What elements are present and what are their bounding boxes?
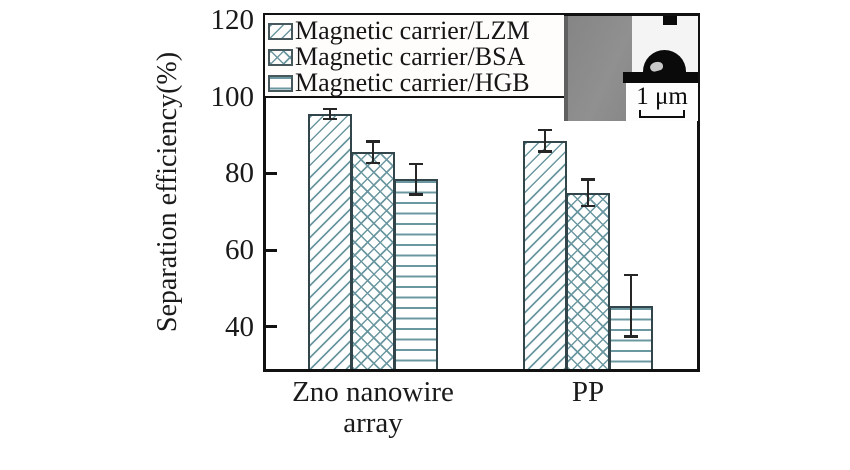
legend-item-lzm: Magnetic carrier/LZM [268, 18, 564, 44]
y-tick-mark [266, 171, 277, 175]
legend-swatch-diagonal-hatch-icon [268, 22, 293, 40]
error-bar-cap [409, 193, 423, 196]
scale-bar-box: 1 μm [626, 83, 698, 121]
y-tick-label: 40 [225, 310, 254, 343]
error-bar-cap [581, 178, 595, 181]
legend-swatch-horizontal-hatch-icon [268, 74, 293, 92]
error-bar-cap [624, 335, 638, 338]
error-bar-cap [538, 128, 552, 132]
bar-horizontal-zno [394, 179, 438, 369]
error-bar [544, 129, 546, 152]
y-tick-label: 80 [225, 157, 254, 190]
error-bar [329, 108, 331, 119]
y-tick-label: 120 [210, 3, 255, 36]
x-category-label-line: PP [571, 376, 605, 408]
y-tick-mark [266, 325, 277, 329]
y-tick-label: 100 [210, 80, 255, 113]
x-category-label-line: array [343, 407, 403, 439]
error-bar [372, 141, 374, 163]
legend-label: Magnetic carrier/HGB [295, 68, 530, 97]
error-bar-cap [323, 117, 337, 121]
bar-cross-pp [566, 192, 610, 369]
contact-angle-photo [623, 16, 698, 83]
error-bar [630, 274, 632, 337]
bar-cross-zno [351, 152, 395, 369]
bar-diagonal-pp [523, 140, 567, 369]
error-bar-cap [581, 204, 595, 208]
legend: Magnetic carrier/LZM Magnetic carrier/BS… [263, 13, 566, 98]
legend-item-hgb: Magnetic carrier/HGB [268, 70, 564, 96]
legend-label: Magnetic carrier/BSA [295, 42, 526, 71]
bar-diagonal-zno [308, 113, 352, 369]
error-bar-cap [323, 107, 337, 111]
x-category-label: Zno nanowire array [292, 377, 454, 439]
error-bar-cap [624, 273, 638, 277]
substrate-bar-icon [623, 72, 698, 83]
legend-item-bsa: Magnetic carrier/BSA [268, 44, 564, 70]
error-bar [415, 163, 417, 195]
sem-micrograph-inset: 1 μm [564, 16, 698, 121]
dispensing-needle-icon [663, 16, 677, 25]
error-bar-cap [538, 150, 552, 153]
water-droplet-icon [643, 50, 686, 73]
scale-bar-icon [639, 110, 685, 118]
error-bar-cap [366, 140, 380, 143]
scale-bar-label: 1 μm [636, 83, 688, 110]
y-tick-mark [266, 248, 277, 252]
error-bar [587, 179, 589, 206]
legend-label: Magnetic carrier/LZM [295, 16, 530, 45]
error-bar-cap [409, 162, 423, 166]
x-category-label-line: Zno nanowire [292, 376, 454, 408]
y-tick-label: 60 [225, 234, 254, 267]
error-bar-cap [366, 161, 380, 165]
droplet-reflection-icon [649, 60, 664, 73]
x-category-label: PP [572, 377, 604, 408]
legend-swatch-cross-hatch-icon [268, 48, 293, 66]
